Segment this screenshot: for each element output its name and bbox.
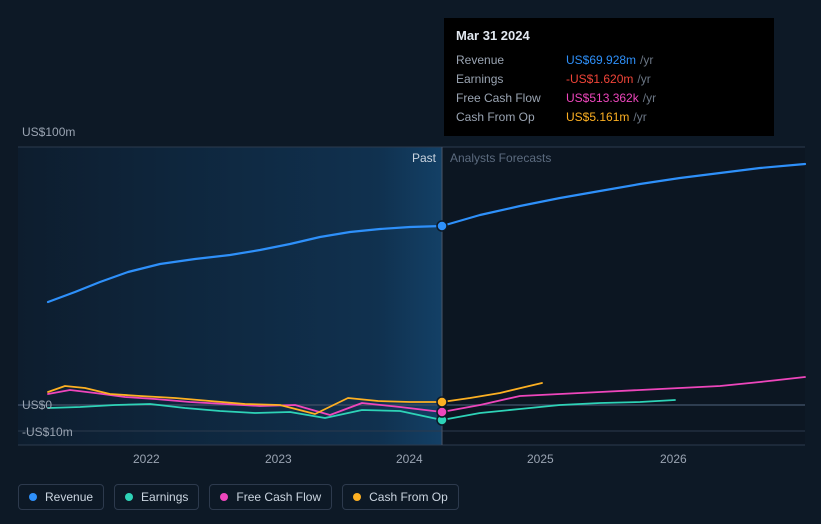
- legend-dot-icon: [125, 493, 133, 501]
- tooltip-row-earnings: Earnings -US$1.620m /yr: [456, 70, 762, 89]
- legend-label: Earnings: [141, 490, 188, 504]
- chart-tooltip: Mar 31 2024 Revenue US$69.928m /yr Earni…: [444, 18, 774, 136]
- x-axis-label: 2026: [660, 452, 687, 466]
- legend: Revenue Earnings Free Cash Flow Cash Fro…: [18, 484, 459, 510]
- tooltip-label: Earnings: [456, 70, 566, 89]
- legend-label: Revenue: [45, 490, 93, 504]
- tooltip-value: US$5.161m: [566, 108, 629, 127]
- tooltip-row-fcf: Free Cash Flow US$513.362k /yr: [456, 89, 762, 108]
- legend-dot-icon: [353, 493, 361, 501]
- tooltip-unit: /yr: [640, 51, 653, 70]
- x-axis-label: 2024: [396, 452, 423, 466]
- legend-item-earnings[interactable]: Earnings: [114, 484, 199, 510]
- financials-chart: US$100m US$0 -US$10m 2022 2023 2024 2025…: [0, 0, 821, 524]
- tooltip-unit: /yr: [643, 89, 656, 108]
- past-region-label: Past: [412, 151, 436, 165]
- tooltip-label: Free Cash Flow: [456, 89, 566, 108]
- tooltip-value: US$513.362k: [566, 89, 639, 108]
- x-axis-label: 2022: [133, 452, 160, 466]
- legend-label: Cash From Op: [369, 490, 448, 504]
- tooltip-value: US$69.928m: [566, 51, 636, 70]
- tooltip-row-cfo: Cash From Op US$5.161m /yr: [456, 108, 762, 127]
- legend-label: Free Cash Flow: [236, 490, 321, 504]
- y-axis-label: -US$10m: [22, 425, 73, 439]
- forecast-region-label: Analysts Forecasts: [450, 151, 551, 165]
- x-axis-label: 2023: [265, 452, 292, 466]
- tooltip-unit: /yr: [637, 70, 650, 89]
- tooltip-label: Revenue: [456, 51, 566, 70]
- tooltip-value: -US$1.620m: [566, 70, 633, 89]
- y-axis-label: US$0: [22, 398, 52, 412]
- legend-item-fcf[interactable]: Free Cash Flow: [209, 484, 332, 510]
- legend-dot-icon: [220, 493, 228, 501]
- legend-item-cfo[interactable]: Cash From Op: [342, 484, 459, 510]
- tooltip-title: Mar 31 2024: [456, 26, 762, 47]
- tooltip-label: Cash From Op: [456, 108, 566, 127]
- x-axis-label: 2025: [527, 452, 554, 466]
- tooltip-unit: /yr: [633, 108, 646, 127]
- y-axis-label: US$100m: [22, 125, 75, 139]
- legend-item-revenue[interactable]: Revenue: [18, 484, 104, 510]
- tooltip-row-revenue: Revenue US$69.928m /yr: [456, 51, 762, 70]
- legend-dot-icon: [29, 493, 37, 501]
